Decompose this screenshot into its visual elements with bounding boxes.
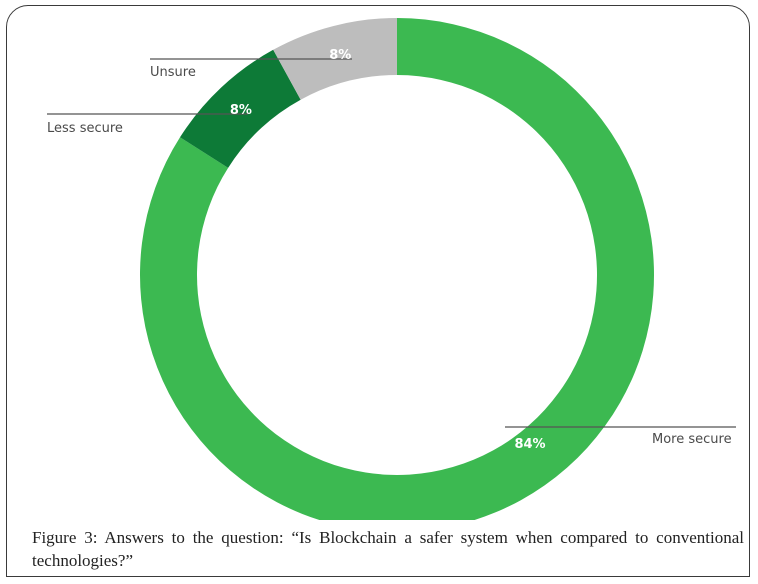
slice-value-label: 84% (514, 437, 545, 452)
slice-label: Less secure (47, 121, 123, 136)
slice-value-label: 8% (230, 103, 252, 118)
figure-caption: Figure 3: Answers to the question: “Is B… (32, 528, 744, 570)
donut-chart: More secure 84% Less secure 8% Unsure 8% (47, 18, 736, 520)
slice-less-secure (180, 49, 301, 168)
slice-label: Unsure (150, 65, 196, 80)
slice-label: More secure (652, 432, 732, 447)
slice-value-label: 8% (329, 48, 351, 63)
